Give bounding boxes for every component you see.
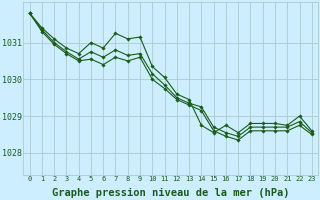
- X-axis label: Graphe pression niveau de la mer (hPa): Graphe pression niveau de la mer (hPa): [52, 188, 290, 198]
